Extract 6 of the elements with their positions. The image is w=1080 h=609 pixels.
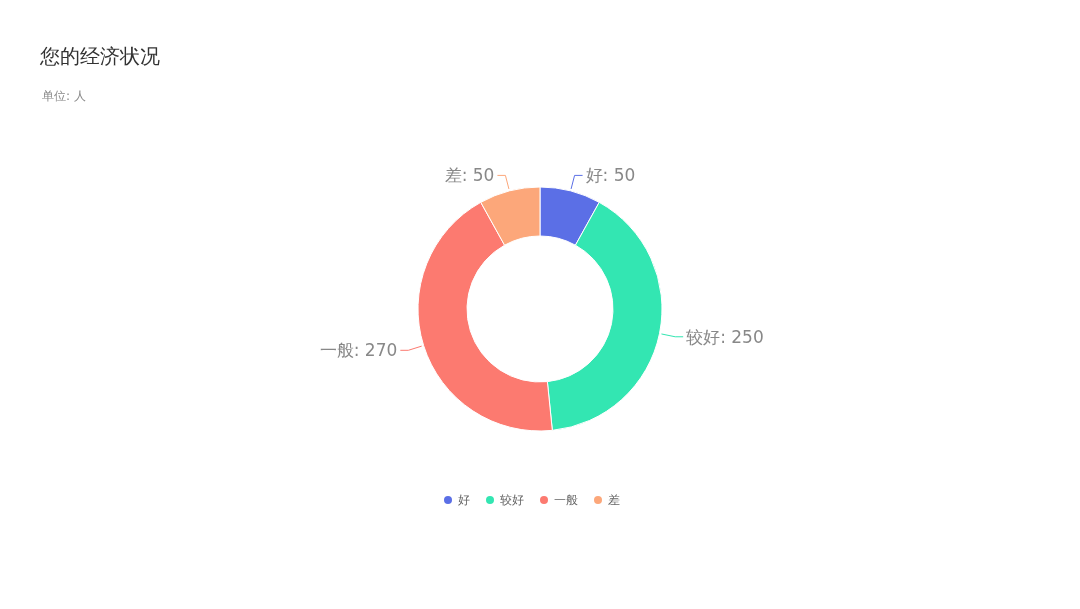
- text: 单位: 人: [42, 89, 86, 103]
- legend-label: 一般: [554, 493, 578, 507]
- text: 您的经济状况: [39, 44, 160, 68]
- legend-label: 好: [458, 493, 470, 507]
- legend-label: 较好: [500, 493, 524, 507]
- legend-label: 差: [608, 493, 620, 507]
